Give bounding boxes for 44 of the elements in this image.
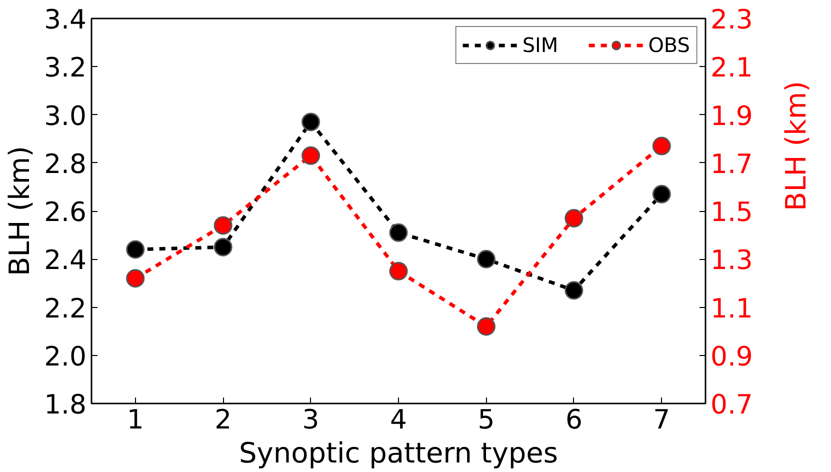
point (302, 146, 320, 165)
point (126, 269, 145, 288)
point (476, 250, 496, 268)
point (214, 216, 232, 235)
y-tick-label: 1.8 (44, 390, 87, 420)
point (126, 240, 145, 259)
x-tick-label: 7 (653, 404, 670, 436)
legend-label: SIM (522, 33, 558, 57)
y-tick-label: 2.8 (44, 148, 87, 180)
point (564, 208, 584, 228)
y-tick-label: 3.2 (44, 52, 87, 84)
point (564, 281, 584, 300)
y-tick-label: 2.4 (44, 245, 87, 276)
y-tick-label: 2.2 (44, 293, 87, 324)
y-tick-label: 3.0 (44, 100, 87, 132)
y2-tick-label: 1.7 (710, 148, 753, 180)
y-tick-label: 2.0 (44, 341, 87, 372)
y2-tick-label: 2.1 (710, 52, 753, 84)
point (214, 238, 232, 256)
y2-tick-label: 1.9 (710, 100, 753, 132)
point (652, 184, 671, 204)
point (389, 223, 408, 242)
x-tick-label: 5 (478, 404, 495, 436)
y2-tick-label: 1.5 (710, 197, 753, 228)
y2-tick-label: 2.3 (710, 4, 753, 36)
x-axis-title: Synoptic pattern types (239, 436, 558, 470)
point (476, 317, 496, 336)
point (302, 112, 320, 132)
y-tick-label: 2.6 (44, 197, 87, 228)
point (389, 262, 408, 280)
x-tick-label: 2 (214, 404, 232, 436)
y2-tick-label: 1.3 (710, 245, 753, 276)
x-tick-label: 4 (390, 404, 407, 436)
y2-tick-label: 0.7 (710, 390, 753, 420)
y2-axis-title: BLH (km) (779, 80, 812, 211)
x-tick-label: 6 (565, 404, 582, 436)
point (652, 136, 671, 156)
legend-label: OBS (648, 33, 690, 57)
y-axis-title: BLH (km) (3, 146, 36, 276)
x-tick-label: 3 (302, 404, 320, 436)
y2-tick-label: 1.1 (710, 293, 753, 324)
y-tick-label: 3.4 (44, 4, 87, 36)
y2-tick-label: 0.9 (710, 341, 753, 372)
x-tick-label: 1 (126, 404, 144, 436)
